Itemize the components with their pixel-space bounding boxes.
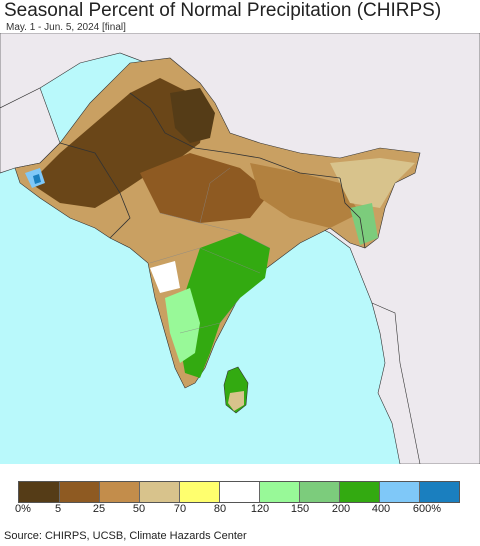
legend-tick: 80	[213, 503, 227, 515]
normal-patches	[150, 261, 180, 293]
legend-swatch	[259, 482, 299, 502]
legend-swatch	[99, 482, 139, 502]
wet-central-south	[178, 233, 270, 378]
legend-tick: 120	[250, 503, 270, 515]
above-normal-south	[165, 288, 200, 363]
very-dry-northwest	[30, 78, 205, 208]
above-normal-northeast	[350, 203, 378, 245]
legend-tick: 70	[173, 503, 187, 515]
legend-tick: 5	[54, 503, 62, 515]
legend-swatch	[339, 482, 379, 502]
legend-swatch	[139, 482, 179, 502]
source-credit: Source: CHIRPS, UCSB, Climate Hazards Ce…	[4, 530, 247, 542]
legend-tick: 400	[371, 503, 391, 515]
legend-swatch	[419, 482, 459, 502]
state-borders	[149, 167, 271, 334]
legend-tick: 0%	[15, 503, 31, 515]
near-normal-northeast	[330, 158, 415, 208]
legend-tick: 50	[132, 503, 146, 515]
legend-tick: 200	[331, 503, 351, 515]
legend-tick: 600%	[412, 503, 442, 515]
legend-tick: 25	[92, 503, 106, 515]
color-legend	[18, 481, 460, 503]
legend-tick-labels: 0% 5 25 50 70 80 120 150 200 400 600%	[0, 503, 480, 517]
legend-swatch	[59, 482, 99, 502]
legend-tick: 150	[290, 503, 310, 515]
legend-swatch	[219, 482, 259, 502]
myanmar-coast	[371, 302, 421, 464]
legend-swatch	[379, 482, 419, 502]
legend-swatch	[19, 482, 59, 502]
precipitation-map	[0, 33, 480, 464]
very-wet-pakistan-coast	[33, 174, 41, 184]
country-borders	[59, 92, 366, 249]
legend-swatch	[299, 482, 339, 502]
map-title: Seasonal Percent of Normal Precipitation…	[4, 0, 442, 21]
very-dry-north	[170, 88, 215, 143]
dry-central-north	[140, 153, 270, 223]
legend-swatch	[179, 482, 219, 502]
moderate-east	[250, 163, 360, 228]
sri-lanka-dry-south	[228, 391, 244, 411]
date-range-subtitle: May. 1 - Jun. 5, 2024 [final]	[6, 22, 126, 33]
